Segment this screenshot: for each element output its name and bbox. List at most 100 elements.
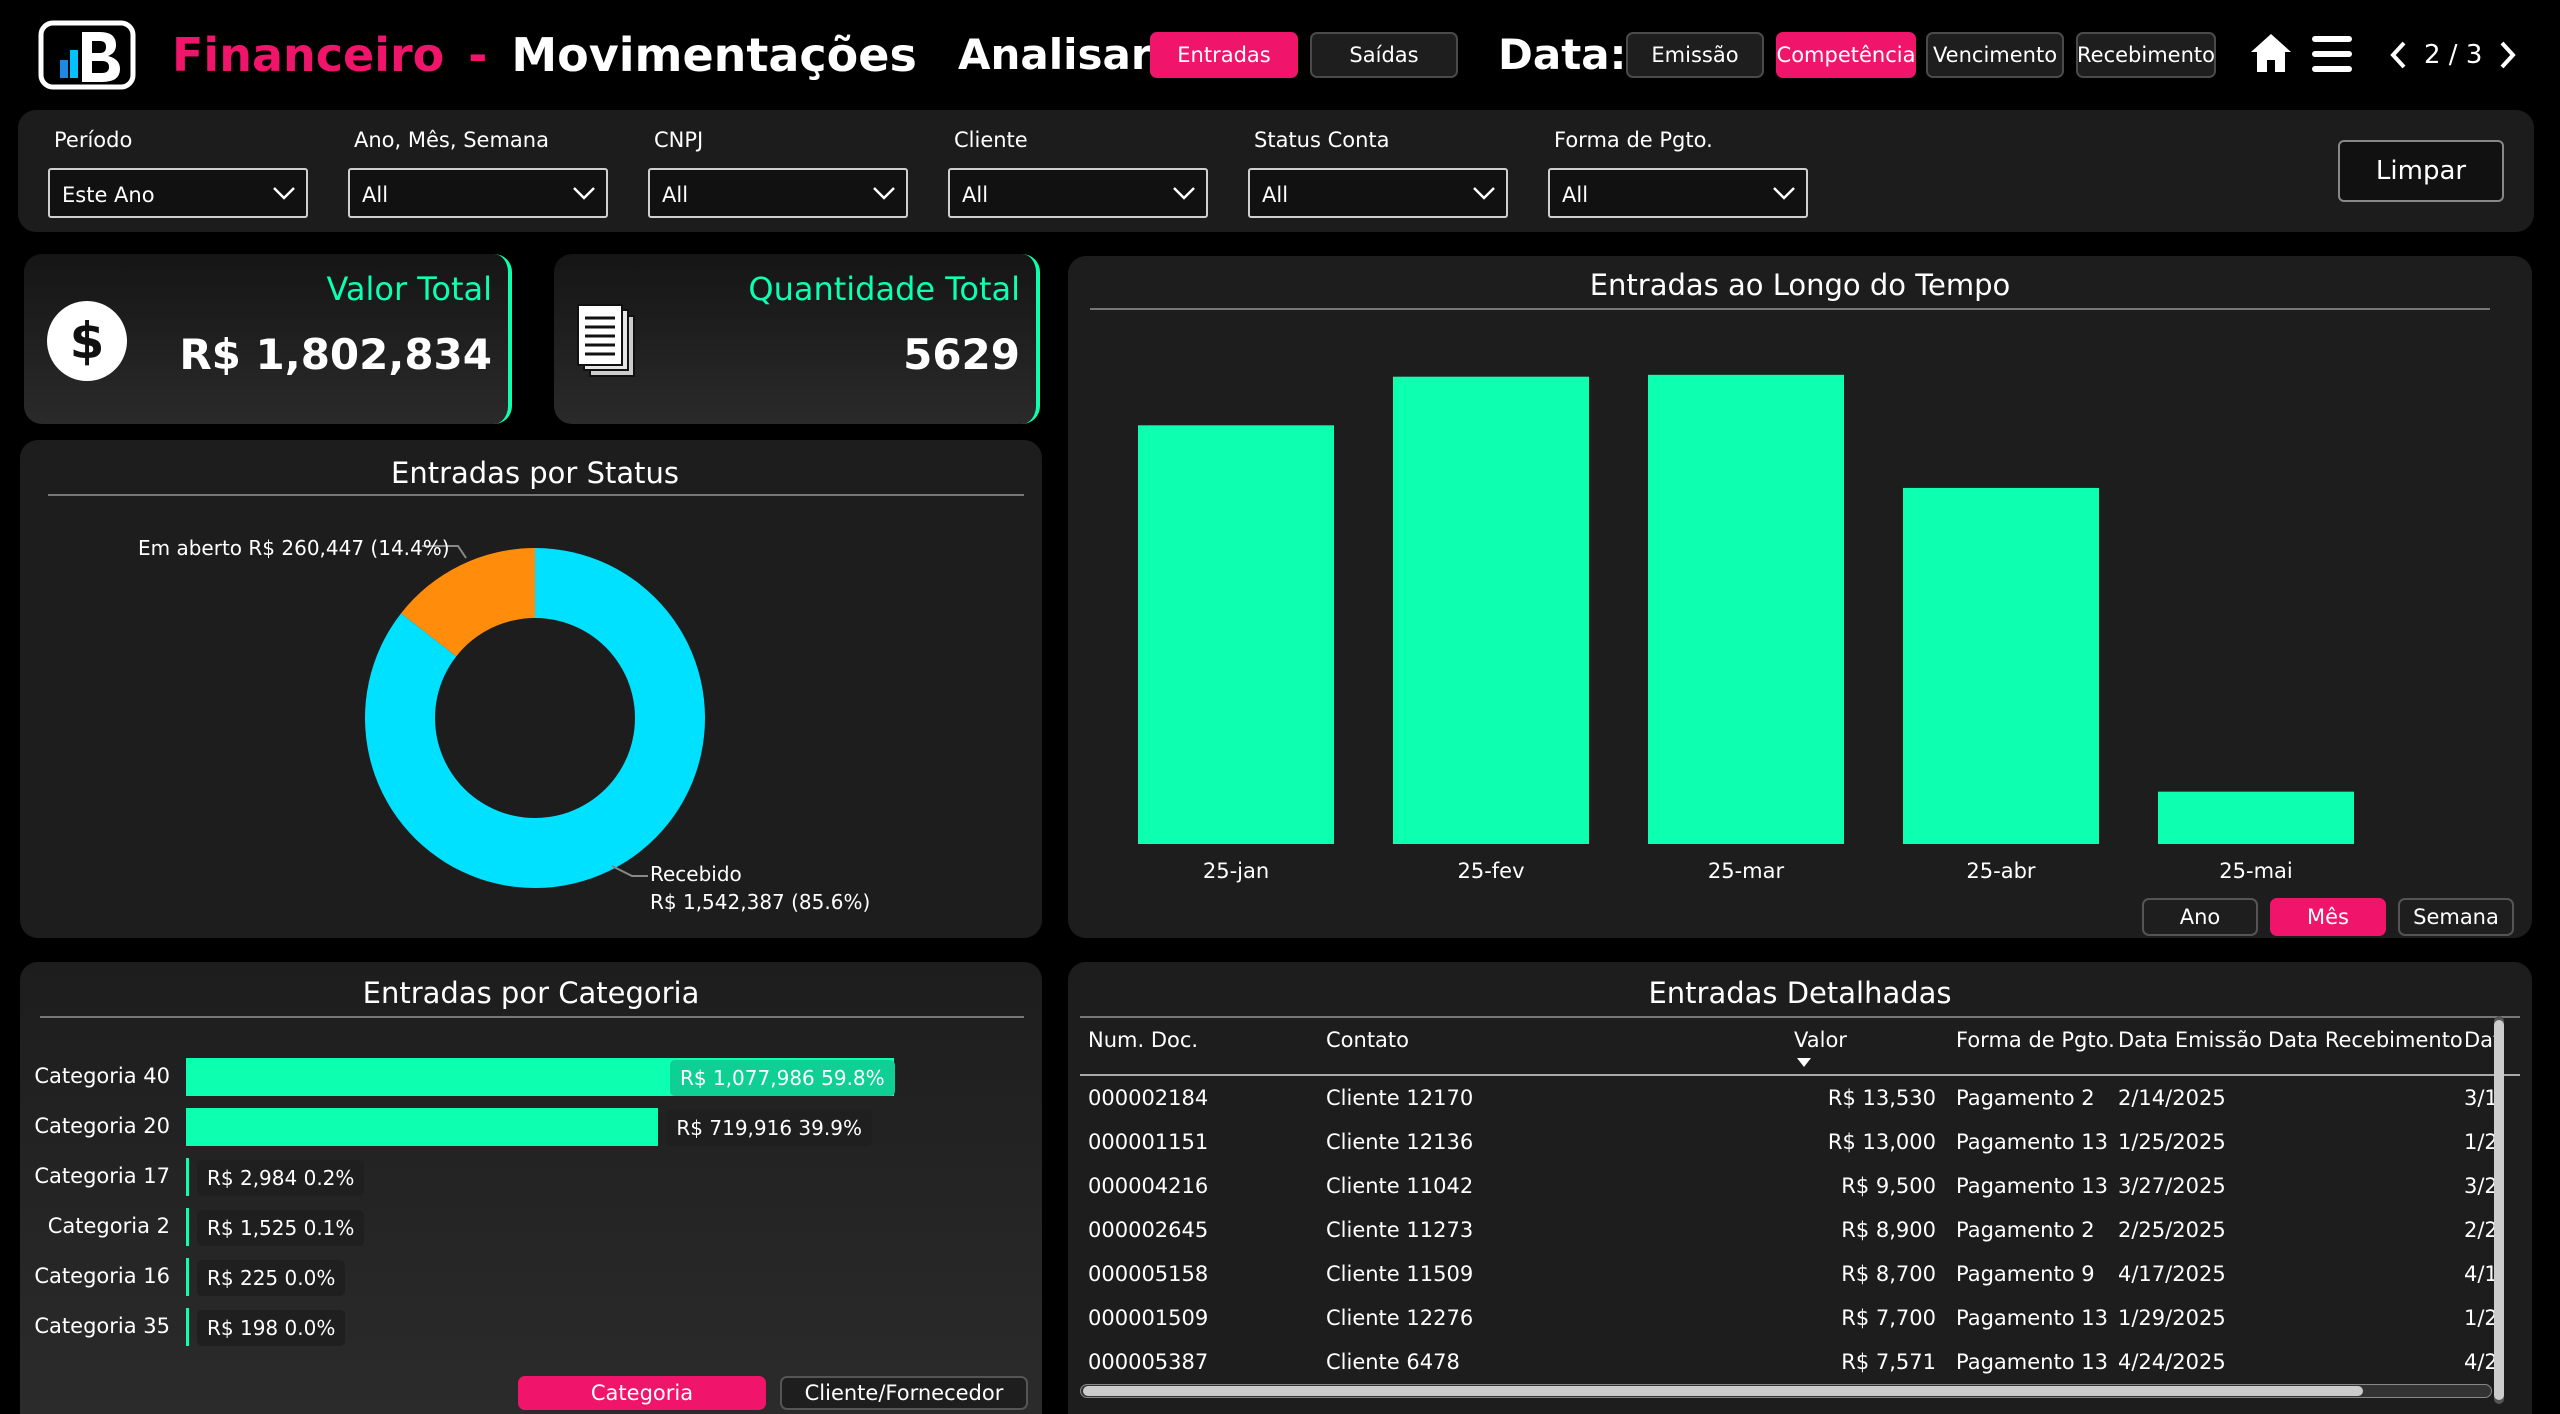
- category-label: Categoria 40: [34, 1064, 170, 1088]
- clear-filters-button[interactable]: Limpar: [2338, 140, 2504, 202]
- chevron-down-icon: [272, 182, 296, 206]
- table-cell-num-doc: 000005158: [1088, 1262, 1209, 1286]
- table-cell-forma-de-pgto: Pagamento 2: [1956, 1086, 2095, 1110]
- table-cell-num-doc: 000002645: [1088, 1218, 1209, 1242]
- data-recebimento-button[interactable]: Recebimento: [2076, 32, 2216, 78]
- table-header-forma-de-pgto[interactable]: Forma de Pgto.: [1956, 1028, 2115, 1052]
- status-label-recebido-value: R$ 1,542,387 (85.6%): [650, 890, 871, 914]
- table-cell-forma-de-pgto: Pagamento 13: [1956, 1306, 2108, 1330]
- table-vertical-scroll-thumb[interactable]: [2494, 1020, 2504, 1400]
- dollar-icon: $: [46, 300, 128, 382]
- table-cell-forma-de-pgto: Pagamento 13: [1956, 1174, 2108, 1198]
- time-bar-25-jan[interactable]: [1138, 425, 1334, 844]
- filter-label-periodo: Período: [54, 128, 133, 152]
- category-chart-divider: [40, 1016, 1024, 1018]
- table-cell-contato: Cliente 11042: [1326, 1174, 1474, 1198]
- time-bar-25-mar[interactable]: [1648, 374, 1844, 844]
- menu-icon[interactable]: [2310, 34, 2354, 74]
- table-cell-valor: R$ 7,571: [1841, 1350, 1936, 1374]
- table-cell-contato: Cliente 11509: [1326, 1262, 1474, 1286]
- filter-dropdown-cnpj[interactable]: All: [648, 168, 908, 218]
- filter-label-status-conta: Status Conta: [1254, 128, 1390, 152]
- category-toggle-categoria[interactable]: Categoria: [518, 1376, 766, 1410]
- table-cell-data-emissao: 1/25/2025: [2118, 1130, 2226, 1154]
- table-horizontal-scrollbar[interactable]: [1080, 1384, 2492, 1398]
- table-cell-data-emissao: 2/25/2025: [2118, 1218, 2226, 1242]
- chevron-down-icon: [1772, 182, 1796, 206]
- table-cell-forma-de-pgto: Pagamento 13: [1956, 1350, 2108, 1374]
- time-toggle-mes[interactable]: Mês: [2270, 898, 2386, 936]
- table-cell-valor: R$ 7,700: [1841, 1306, 1936, 1330]
- category-value-label: R$ 1,525 0.1%: [197, 1210, 365, 1246]
- page-title: Financeiro - Movimentações: [172, 28, 917, 82]
- filter-label-forma-de-pgto: Forma de Pgto.: [1554, 128, 1713, 152]
- table-header-data-recebimento[interactable]: Data Recebimento: [2268, 1028, 2463, 1052]
- category-value-label: R$ 225 0.0%: [197, 1260, 346, 1296]
- time-bar-25-fev[interactable]: [1393, 376, 1589, 844]
- table-cell-valor: R$ 13,530: [1827, 1086, 1936, 1110]
- details-table-divider: [1080, 1016, 2520, 1018]
- table-cell-num-doc: 000004216: [1088, 1174, 1209, 1198]
- table-header-data-emissao[interactable]: Data Emissão: [2118, 1028, 2262, 1052]
- prev-page-icon[interactable]: [2388, 40, 2408, 70]
- filter-dropdown-forma-de-pgto[interactable]: All: [1548, 168, 1808, 218]
- filter-dropdown-status-conta[interactable]: All: [1248, 168, 1508, 218]
- chevron-down-icon: [572, 182, 596, 206]
- time-toggle-ano[interactable]: Ano: [2142, 898, 2258, 936]
- category-bar[interactable]: [186, 1158, 189, 1196]
- table-cell-dat: 4/2: [2464, 1350, 2498, 1374]
- filter-value: All: [662, 183, 689, 207]
- category-toggle-cliente-fornecedor[interactable]: Cliente/Fornecedor: [780, 1376, 1028, 1410]
- table-header-contato[interactable]: Contato: [1326, 1028, 1410, 1052]
- home-icon[interactable]: [2248, 30, 2294, 76]
- category-chart-panel: Entradas por Categoria: [20, 962, 1042, 1414]
- data-emissao-button[interactable]: Emissão: [1626, 32, 1764, 78]
- category-bar[interactable]: [186, 1258, 189, 1296]
- category-bar[interactable]: [186, 1308, 189, 1346]
- next-page-icon[interactable]: [2498, 40, 2518, 70]
- time-chart-title: Entradas ao Longo do Tempo: [1589, 268, 2011, 302]
- kpi-valor-total-label: Valor Total: [326, 270, 492, 308]
- time-tick-label: 25-mai: [2219, 859, 2292, 883]
- table-cell-num-doc: 000005387: [1088, 1350, 1209, 1374]
- analisar-entradas-button[interactable]: Entradas: [1150, 32, 1298, 78]
- analisar-saidas-button[interactable]: Saídas: [1310, 32, 1458, 78]
- filter-dropdown-cliente[interactable]: All: [948, 168, 1208, 218]
- table-header-num-doc[interactable]: Num. Doc.: [1088, 1028, 1199, 1052]
- data-label: Data:: [1498, 30, 1627, 79]
- table-cell-dat: 2/2: [2464, 1218, 2498, 1242]
- filter-value: All: [962, 183, 989, 207]
- time-toggle-semana[interactable]: Semana: [2398, 898, 2514, 936]
- table-cell-valor: R$ 8,900: [1841, 1218, 1936, 1242]
- category-bar[interactable]: [186, 1208, 189, 1246]
- time-bar-25-abr[interactable]: [1903, 487, 2099, 844]
- details-table-header-divider: [1080, 1074, 2520, 1076]
- table-cell-data-emissao: 4/24/2025: [2118, 1350, 2226, 1374]
- filter-dropdown-periodo[interactable]: Este Ano: [48, 168, 308, 218]
- status-chart-divider: [48, 494, 1024, 496]
- table-header-valor[interactable]: Valor: [1794, 1028, 1847, 1052]
- filter-dropdown-ano-mes-semana[interactable]: All: [348, 168, 608, 218]
- table-cell-contato: Cliente 12170: [1326, 1086, 1474, 1110]
- data-vencimento-button[interactable]: Vencimento: [1926, 32, 2064, 78]
- table-cell-valor: R$ 13,000: [1827, 1130, 1936, 1154]
- table-cell-dat: 1/2: [2464, 1306, 2498, 1330]
- status-label-recebido-name: Recebido: [650, 862, 742, 886]
- table-cell-contato: Cliente 11273: [1326, 1218, 1474, 1242]
- donut-slice-em-aberto[interactable]: [401, 548, 535, 657]
- page-indicator: 2 / 3: [2424, 40, 2483, 70]
- chevron-down-icon: [1472, 182, 1496, 206]
- time-chart-panel: Entradas ao Longo do Tempo 25-jan 25-fev 2…: [1068, 256, 2532, 938]
- table-vertical-scrollbar[interactable]: [2494, 1016, 2504, 1404]
- category-value-label: R$ 1,077,986 59.8%: [670, 1060, 895, 1096]
- category-bar[interactable]: [186, 1108, 659, 1146]
- table-horizontal-scroll-thumb[interactable]: [1083, 1386, 2363, 1396]
- filter-value: Este Ano: [62, 183, 155, 207]
- status-label-recebido: Recebido R$ 1,542,387 (85.6%): [650, 860, 870, 916]
- sort-desc-icon[interactable]: [1796, 1054, 1812, 1067]
- time-bar-25-mai[interactable]: [2158, 791, 2354, 844]
- filter-label-cliente: Cliente: [954, 128, 1028, 152]
- table-cell-num-doc: 000002184: [1088, 1086, 1209, 1110]
- data-competencia-button[interactable]: Competência: [1776, 32, 1916, 78]
- donut-slice-recebido[interactable]: [364, 548, 705, 888]
